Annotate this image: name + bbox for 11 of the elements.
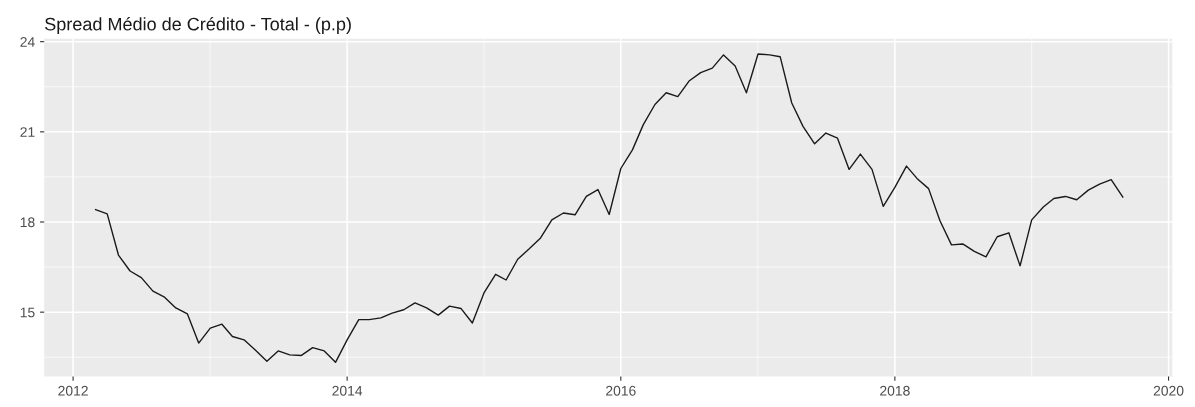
line-series [94,53,1124,364]
x-tick-label: 2018 [880,385,910,396]
x-tick-label: 2014 [332,385,363,396]
y-tick-label: 15 [20,307,35,318]
x-tick-label: 2012 [58,385,88,396]
chart-title: Spread Médio de Crédito - Total - (p.p) [45,17,351,35]
y-tick-label: 18 [20,217,35,228]
x-tick-label: 2016 [606,385,636,396]
y-tick-label: 24 [20,37,35,47]
y-tick-label: 21 [20,127,35,137]
x-tick-label: 2020 [1153,385,1184,396]
